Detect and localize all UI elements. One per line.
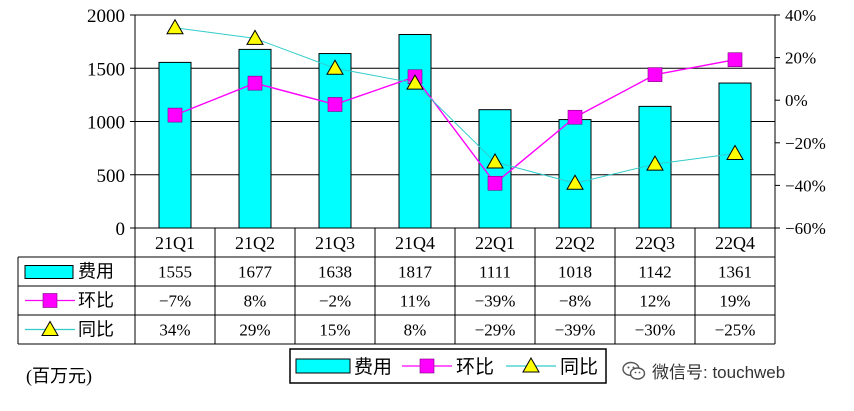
x-tick-label: 22Q1 <box>475 233 515 253</box>
triangle-marker <box>246 29 264 45</box>
x-tick-label: 22Q4 <box>715 233 755 253</box>
x-tick-label: 21Q4 <box>395 233 435 253</box>
x-tick-label: 21Q3 <box>315 233 355 253</box>
line-series <box>166 18 744 191</box>
triangle-marker <box>566 174 584 190</box>
x-tick-label: 21Q1 <box>155 233 195 253</box>
series-line <box>174 59 736 185</box>
triangle-marker <box>646 155 664 171</box>
square-marker <box>727 52 743 68</box>
table-cell: 8% <box>404 321 427 340</box>
square-marker <box>167 107 183 123</box>
triangle-marker <box>41 320 59 336</box>
square-marker <box>419 358 435 374</box>
data-table: 21Q1 21Q2 21Q3 21Q4 22Q1 22Q2 22Q3 22Q4 费用 1555 16… <box>17 227 776 345</box>
right-tick-label: 40% <box>785 6 816 25</box>
square-marker <box>327 97 343 112</box>
right-tick-label: −20% <box>785 134 826 153</box>
triangle-marker <box>166 18 184 35</box>
left-tick-label: 0 <box>116 219 126 240</box>
table-cell: −39% <box>555 321 596 340</box>
table-cell: 1677 <box>238 263 273 282</box>
table-cell: 1018 <box>558 263 592 282</box>
watermark: 微信号: touchweb <box>622 358 785 383</box>
x-tick-label: 21Q2 <box>235 233 275 253</box>
watermark-text: 微信号: touchweb <box>652 363 786 382</box>
legend-label: 环比 <box>456 356 494 378</box>
bar <box>398 33 432 229</box>
gridlines <box>135 14 775 229</box>
table-cell: 29% <box>239 321 270 340</box>
bar <box>318 53 352 229</box>
table-cell: −2% <box>319 292 351 311</box>
triangle-marker <box>522 356 540 373</box>
table-row-label: 费用 <box>78 262 114 282</box>
legend-key-bar <box>295 358 351 374</box>
table-cell: 15% <box>319 321 350 340</box>
bar <box>558 119 592 229</box>
table-cell: 1817 <box>398 263 433 282</box>
legend-label: 同比 <box>560 356 598 378</box>
square-marker <box>42 293 58 308</box>
table-row-label: 同比 <box>78 320 114 340</box>
unit-label: (百万元) <box>26 366 92 386</box>
table-cell: 34% <box>159 321 190 340</box>
table-cell: −39% <box>475 292 516 311</box>
table-cell: −7% <box>159 292 191 311</box>
right-tick-label: 20% <box>785 49 816 68</box>
table-cell: 1361 <box>718 263 752 282</box>
right-tick-label: −40% <box>785 176 826 195</box>
right-tick-label: −60% <box>785 219 826 238</box>
triangle-marker <box>406 74 424 90</box>
legend: 费用 环比 同比 <box>289 348 607 384</box>
triangle-marker <box>326 59 344 75</box>
table-cell: 11% <box>400 292 431 311</box>
square-marker <box>487 175 503 191</box>
table-row-label: 环比 <box>78 291 114 311</box>
table-cell: 1638 <box>318 263 352 282</box>
axes: 0 500 1000 1500 2000 −60% −40% −20% 0% 20% 40% <box>87 6 826 240</box>
table-cell: 12% <box>639 292 670 311</box>
left-tick-label: 2000 <box>87 6 125 27</box>
table-cell: −30% <box>635 321 676 340</box>
bar-series <box>158 33 752 229</box>
table-cell: 1111 <box>479 263 511 282</box>
triangle-marker <box>726 144 744 160</box>
table-cell: −29% <box>475 321 516 340</box>
square-marker <box>247 75 263 91</box>
x-tick-label: 22Q2 <box>555 233 595 253</box>
bar <box>158 61 192 229</box>
triangle-marker <box>486 152 504 169</box>
table-cell: 19% <box>719 292 750 311</box>
x-tick-label: 22Q3 <box>635 233 675 253</box>
series-line <box>174 27 736 184</box>
left-tick-label: 1000 <box>87 113 125 134</box>
table-cell: −25% <box>715 321 756 340</box>
legend-label: 费用 <box>354 356 392 378</box>
left-tick-label: 500 <box>97 166 126 187</box>
table-cell: −8% <box>559 292 591 311</box>
left-tick-label: 1500 <box>87 59 125 80</box>
wechat-icon <box>622 361 646 380</box>
table-cell: 8% <box>244 292 267 311</box>
square-marker <box>567 109 583 125</box>
square-marker <box>647 67 663 82</box>
table-key-bar <box>24 265 74 279</box>
table-cell: 1142 <box>638 263 671 282</box>
right-tick-label: 0% <box>785 91 808 110</box>
table-cell: 1555 <box>158 263 192 282</box>
